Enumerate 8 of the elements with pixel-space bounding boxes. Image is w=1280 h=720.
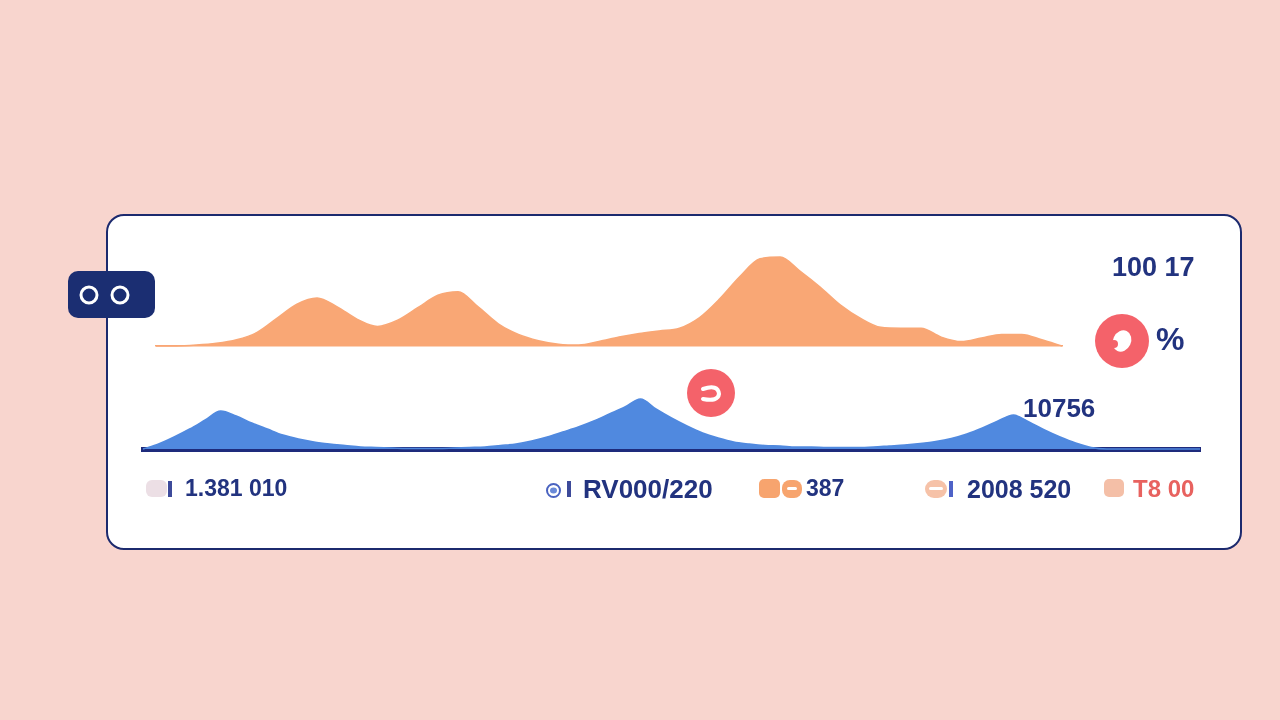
text: 100 17 (1112, 252, 1195, 282)
text: 2008 520 (967, 475, 1072, 503)
annotation: 10756 (1023, 393, 1096, 423)
text: 387 (806, 475, 845, 501)
text: RV000/220 (583, 474, 713, 504)
text: T8 00 (1133, 475, 1195, 502)
text: 1.381 010 (185, 475, 288, 501)
text: % (1156, 321, 1185, 357)
